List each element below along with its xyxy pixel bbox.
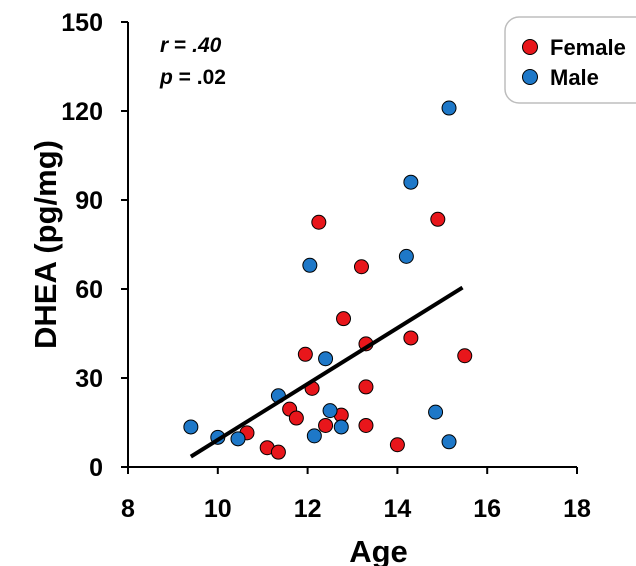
y-tick-label: 30 — [75, 365, 103, 393]
legend-items: Female Male — [522, 35, 626, 90]
legend-label-male: Male — [550, 65, 599, 90]
male-point — [302, 257, 318, 273]
male-point — [398, 248, 414, 264]
male-point — [403, 174, 419, 190]
x-ticks: 8 10 12 14 16 18 — [121, 467, 591, 523]
y-ticks: 0 30 60 90 120 150 — [61, 9, 128, 482]
p-equals: = — [173, 66, 197, 89]
y-tick-label: 150 — [61, 9, 103, 37]
female-point — [358, 379, 374, 395]
female-point — [358, 417, 374, 433]
y-tick-label: 90 — [75, 187, 103, 215]
female-point — [430, 211, 446, 227]
female-point — [336, 311, 352, 327]
y-tick-label: 0 — [89, 454, 103, 482]
stats-annotation: r = .40 p = .02 — [159, 34, 226, 89]
female-point — [318, 417, 334, 433]
x-tick-label: 8 — [121, 495, 135, 523]
r-annotation: r = .40 — [160, 34, 222, 57]
x-tick-label: 16 — [473, 495, 501, 523]
y-tick-label: 120 — [61, 98, 103, 126]
x-tick-label: 10 — [204, 495, 232, 523]
y-axis-title: DHEA (pg/mg) — [28, 140, 63, 349]
data-points — [183, 100, 473, 460]
male-point — [306, 428, 322, 444]
legend-marker-female — [522, 39, 538, 55]
female-point — [270, 444, 286, 460]
female-point — [288, 410, 304, 426]
male-point — [322, 403, 338, 419]
legend-box — [504, 16, 636, 104]
male-point — [441, 434, 457, 450]
axes: 0 30 60 90 120 150 8 10 12 14 16 18 — [61, 9, 591, 523]
male-point — [333, 419, 349, 435]
x-tick-label: 12 — [294, 495, 322, 523]
p-symbol: p — [159, 66, 173, 89]
male-point — [183, 419, 199, 435]
legend-marker-male — [522, 69, 538, 85]
y-tick-label: 60 — [75, 276, 103, 304]
female-point — [389, 437, 405, 453]
female-point — [297, 346, 313, 362]
p-annotation: p = .02 — [159, 66, 226, 89]
legend-label-female: Female — [550, 35, 626, 60]
r-symbol: r — [160, 34, 170, 57]
r-value: .40 — [192, 34, 222, 57]
female-point — [457, 348, 473, 364]
x-axis-title: Age — [349, 534, 408, 566]
x-tick-label: 14 — [383, 495, 411, 523]
male-point — [441, 100, 457, 116]
r-equals: = — [168, 34, 192, 57]
male-point — [230, 431, 246, 447]
trendline — [189, 285, 464, 459]
x-tick-label: 18 — [563, 495, 591, 523]
female-point — [311, 214, 327, 230]
p-value: .02 — [197, 66, 226, 89]
male-point — [318, 351, 334, 367]
male-point — [428, 404, 444, 420]
legend: Female Male — [504, 16, 636, 104]
female-point — [353, 259, 369, 275]
female-point — [403, 330, 419, 346]
